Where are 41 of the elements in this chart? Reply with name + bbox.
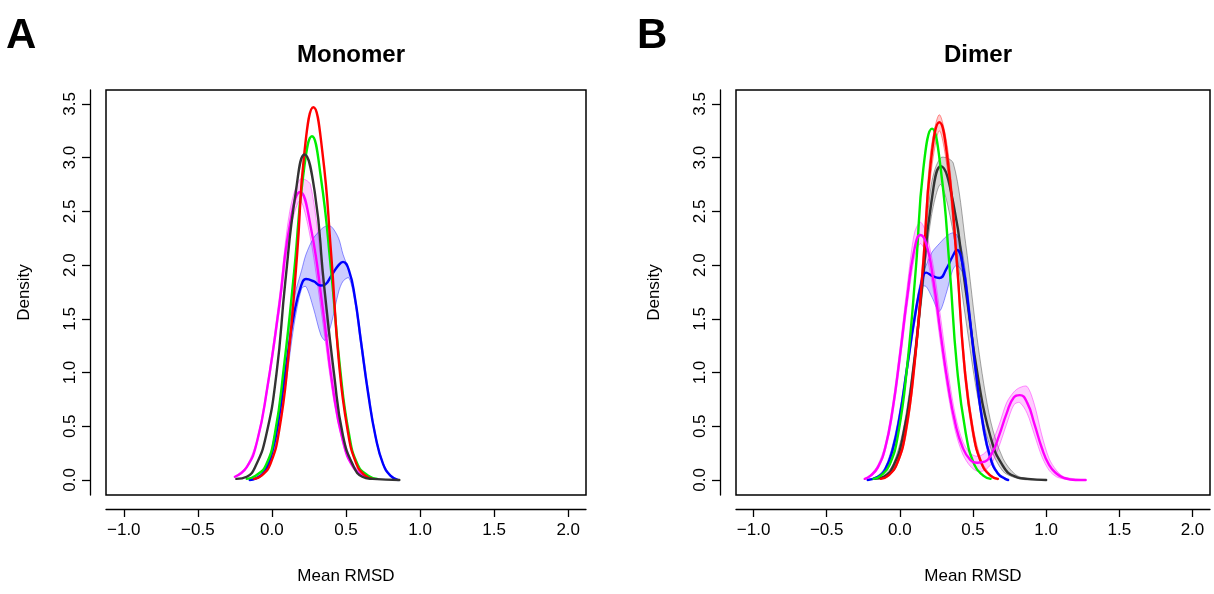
y-tick-label: 2.0: [60, 253, 79, 277]
line-series: [245, 134, 379, 481]
x-tick-label: 2.0: [1180, 520, 1205, 539]
y-tick-label: 1.5: [60, 307, 79, 331]
x-tick-label: −1.0: [736, 520, 771, 539]
text: A: [6, 9, 37, 57]
x-tick-label: −0.5: [809, 520, 844, 539]
line-series: [235, 153, 401, 482]
x-tick-label: 1.5: [482, 520, 506, 539]
y-tick-label: 2.5: [690, 199, 709, 224]
line-series: [252, 105, 374, 481]
x-tick-label: −0.5: [181, 520, 215, 539]
x-axis-title: Mean RMSD: [297, 566, 395, 585]
x-tick-label: 1.5: [1107, 520, 1132, 539]
chart-title: Dimer: [943, 39, 1013, 67]
y-tick-label: 3.0: [60, 145, 79, 170]
y-tick-label: 0.0: [60, 468, 79, 492]
y-axis-title: Density: [644, 263, 663, 321]
y-tick-label: 3.5: [690, 92, 709, 116]
y-tick-label: 3.5: [60, 92, 79, 116]
x-tick-label: 2.0: [556, 520, 581, 539]
y-tick-label: 0.0: [690, 468, 709, 492]
x-tick-label: 1.0: [408, 520, 432, 539]
chart-title: Monomer: [297, 39, 405, 67]
y-tick-label: 0.5: [60, 414, 79, 439]
y-axis-title: Density: [14, 263, 33, 321]
x-tick-label: −1.0: [107, 520, 141, 539]
y-tick-label: 3.0: [690, 145, 709, 170]
y-tick-label: 1.0: [60, 360, 79, 385]
y-tick-label: 1.5: [690, 307, 709, 331]
y-tick-label: 1.0: [690, 360, 709, 385]
x-tick-label: 0.0: [260, 520, 284, 539]
x-tick-label: 0.5: [334, 520, 358, 539]
y-tick-label: 2.5: [60, 199, 79, 224]
x-axis-title: Mean RMSD: [924, 566, 1022, 585]
y-tick-label: 2.0: [690, 253, 709, 277]
y-tick-label: 0.5: [690, 414, 709, 439]
x-tick-label: 1.0: [1034, 520, 1058, 539]
text: B: [637, 9, 668, 57]
x-tick-label: 0.5: [961, 520, 985, 539]
x-tick-label: 0.0: [888, 520, 912, 539]
